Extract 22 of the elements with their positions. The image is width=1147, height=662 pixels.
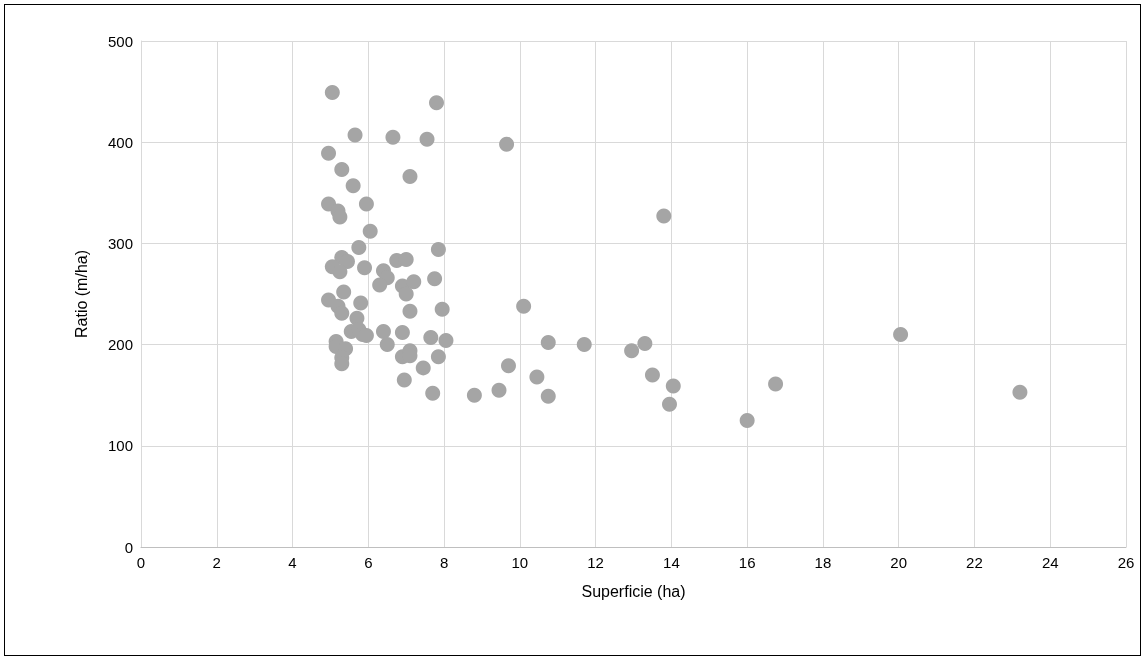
- x-tick-label: 24: [1041, 554, 1059, 571]
- y-tick-label: 400: [107, 133, 133, 151]
- x-tick-label: 0: [136, 554, 146, 571]
- x-tick-label: 26: [1117, 554, 1135, 571]
- y-tick-label: 500: [107, 32, 133, 50]
- x-axis-title: Superficie (ha): [581, 582, 686, 600]
- x-tick-label: 10: [511, 554, 529, 571]
- x-tick-label: 18: [814, 554, 832, 571]
- y-tick-label: 0: [124, 538, 133, 556]
- y-axis-title: Ratio (m/ha): [72, 249, 90, 339]
- x-tick-label: 4: [288, 554, 297, 571]
- x-tick-label: 16: [738, 554, 756, 571]
- x-tick-label: 14: [663, 554, 680, 571]
- x-tick-label: 22: [966, 554, 983, 571]
- x-tick-label: 12: [587, 554, 604, 571]
- x-tick-label: 2: [212, 554, 221, 571]
- y-tick-label: 200: [107, 336, 133, 354]
- y-tick-label: 300: [107, 234, 133, 252]
- x-tick-label: 6: [364, 554, 373, 571]
- x-tick-label: 8: [439, 554, 449, 571]
- x-tick-label: 20: [890, 554, 908, 571]
- y-tick-label: 100: [107, 437, 133, 455]
